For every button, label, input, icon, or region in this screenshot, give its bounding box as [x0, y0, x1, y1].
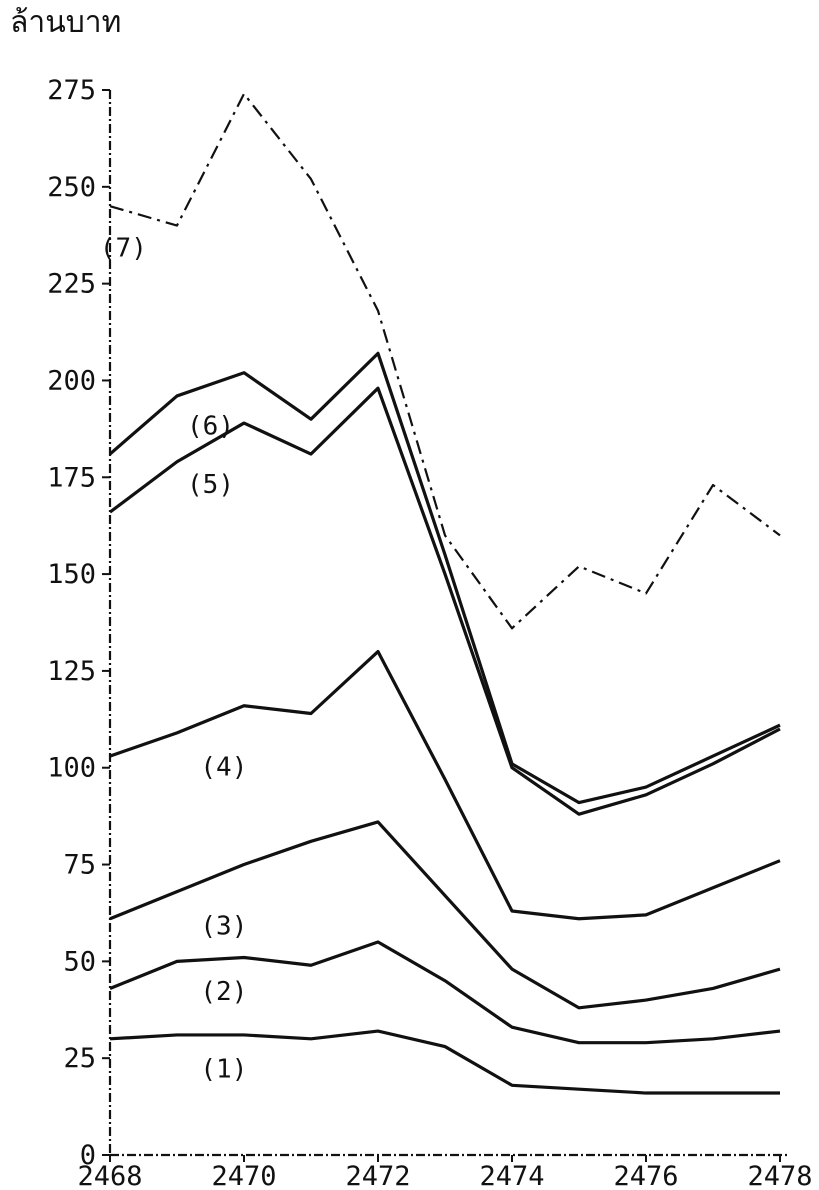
series-label-1: (1)	[200, 1055, 247, 1085]
y-tick-label: 175	[47, 462, 96, 493]
y-tick-labels: 0 25 50 75 100 125 150 175 200 225 250 275	[47, 75, 110, 1171]
series-lines	[108, 92, 781, 1095]
y-tick-label: 0	[80, 1140, 96, 1171]
y-tick-label: 150	[47, 559, 96, 590]
series-labels: (1) (2) (3) (4) (5) (6) (7)	[100, 234, 247, 1085]
series-label-5: (5)	[187, 470, 234, 500]
y-tick-label: 275	[47, 75, 96, 106]
y-tick-label: 25	[63, 1043, 96, 1074]
y-axis-label: ล้านบาท	[10, 5, 121, 40]
series-line-4	[109, 649, 781, 921]
x-tick-label: 2472	[345, 1161, 410, 1190]
series-label-2: (2)	[200, 977, 247, 1007]
y-tick-label: 225	[47, 269, 96, 300]
y-tick-label: 75	[63, 850, 96, 881]
y-tick-label: 200	[47, 365, 96, 396]
series-line-1	[109, 1029, 780, 1095]
x-tick-label: 2470	[211, 1161, 276, 1190]
x-tick-label: 2478	[747, 1161, 812, 1190]
y-tick-label: 50	[63, 946, 96, 977]
series-line-3	[109, 820, 781, 1010]
series-label-4: (4)	[200, 752, 247, 782]
x-tick-label: 2476	[613, 1161, 678, 1190]
series-label-3: (3)	[200, 911, 247, 941]
x-tick-label: 2468	[77, 1161, 142, 1190]
y-tick-label: 125	[47, 656, 96, 687]
series-line-2	[109, 940, 781, 1045]
axes	[108, 90, 790, 1157]
y-tick-label: 250	[47, 172, 96, 203]
series-line-6	[108, 351, 781, 805]
series-label-6: (6)	[187, 412, 234, 442]
series-label-7: (7)	[100, 234, 147, 264]
x-tick-labels: 2468 2470 2472 2474 2476 2478	[77, 1155, 813, 1190]
series-line-7	[109, 92, 781, 630]
series-line-5	[109, 386, 781, 816]
y-tick-label: 100	[47, 753, 96, 784]
x-tick-label: 2474	[479, 1161, 544, 1190]
